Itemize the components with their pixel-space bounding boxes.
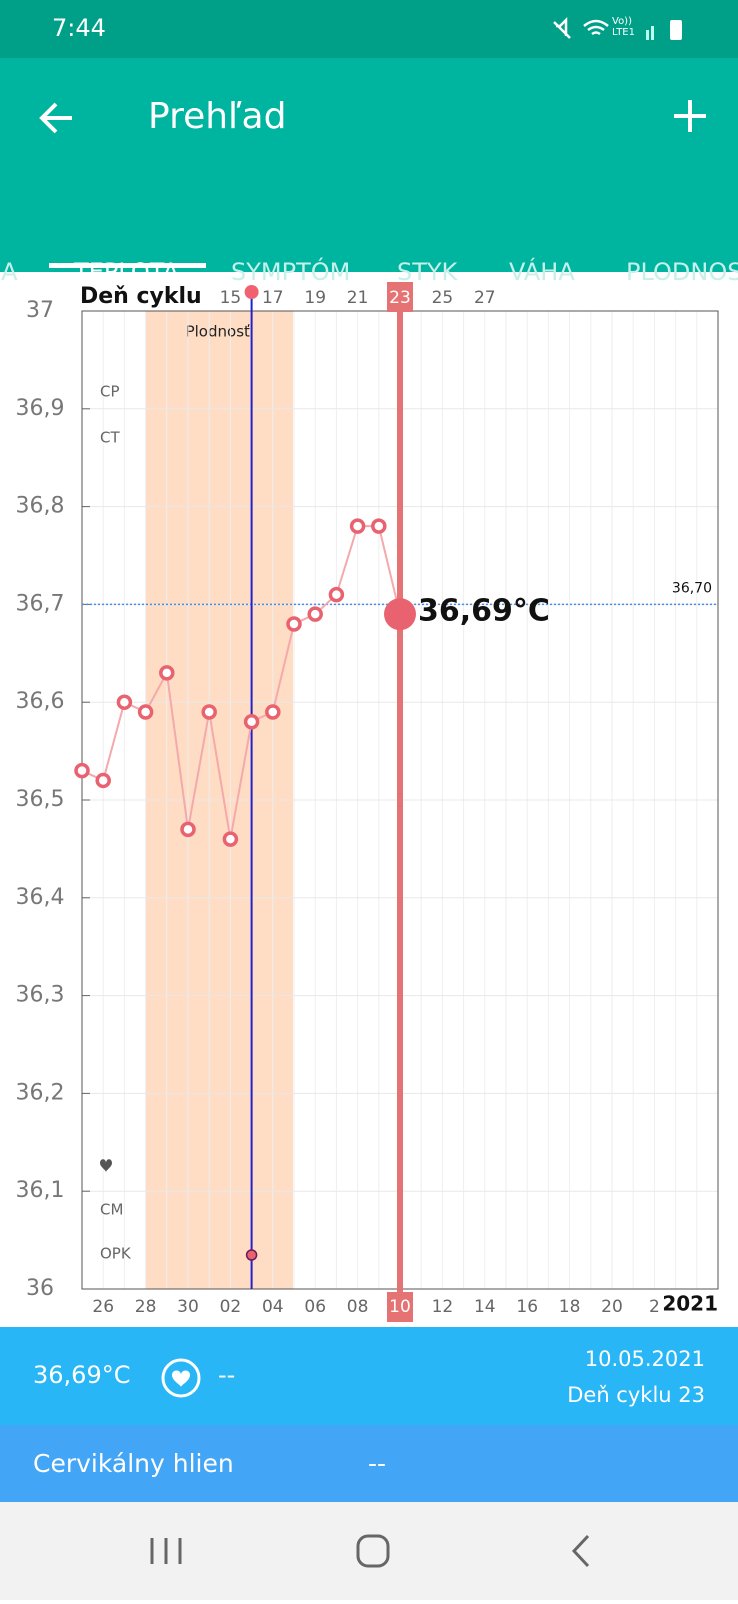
x-tick-label: 04 <box>262 1297 284 1317</box>
tab[interactable]: SYMPTÓM <box>231 258 351 286</box>
y-tick-label: 36,3 <box>16 983 65 1008</box>
temperature-point <box>137 704 154 720</box>
tab-active[interactable]: TEPLOTA <box>74 258 179 286</box>
app-bar: Prehľad IA TEPLOTA SYMPTÓM STYK VÁHA PLO… <box>0 58 738 286</box>
app-title: Prehľad <box>148 96 287 137</box>
y-tick-label: 36,9 <box>16 396 65 421</box>
y-tick-label: 36,7 <box>16 591 65 616</box>
reference-label: 36,70 <box>672 580 712 596</box>
x-tick-label: 18 <box>559 1297 581 1317</box>
temperature-point <box>116 694 133 710</box>
temperature-point <box>349 518 366 534</box>
selected-point <box>384 598 416 631</box>
y-tick-label: 36,6 <box>16 689 65 714</box>
row-label: CP <box>100 383 120 401</box>
x-tick-label: 10 <box>389 1297 411 1317</box>
back-button[interactable] <box>38 98 78 138</box>
cycle-day-label: 21 <box>347 288 369 308</box>
selected-line <box>397 282 403 1322</box>
summary-panel: 36,69°C -- 10.05.2021 Deň cyklu 23 <box>0 1327 738 1425</box>
row-label: OPK <box>100 1245 132 1263</box>
time: 7:44 <box>52 14 106 42</box>
mucus-value: -- <box>368 1449 387 1478</box>
status-icons <box>553 16 682 40</box>
cycle-day-label: 23 <box>389 288 411 308</box>
status-bar: 7:44 Vo)) LTE1 <box>0 0 738 58</box>
y-tick-label: 36,1 <box>16 1178 65 1203</box>
add-button[interactable] <box>672 98 708 134</box>
x-tick-label: 12 <box>432 1297 454 1317</box>
selected-cycle-box <box>387 282 413 312</box>
temperature-point <box>159 665 175 681</box>
plot-frame <box>81 310 719 1290</box>
heart-row-icon <box>100 1159 112 1172</box>
tab-indicator <box>49 263 206 268</box>
network: Vo)) LTE1 <box>612 16 635 38</box>
temperature-point <box>95 772 111 789</box>
mucus-label: Cervikálny hlien <box>33 1449 234 1478</box>
temperature-point <box>265 704 281 720</box>
row-label: CT <box>100 429 120 447</box>
x-tick-label: 30 <box>177 1297 199 1317</box>
y-tick-label: 36,5 <box>16 787 65 812</box>
mucus-row[interactable]: Cervikálny hlien -- <box>0 1425 738 1502</box>
cycle-day-label: 17 <box>262 288 284 308</box>
opk-marker <box>245 1249 258 1261</box>
x-tick-label: 14 <box>474 1297 496 1317</box>
tab[interactable]: PLODNOS <box>626 258 738 286</box>
y-tick-label: 36,4 <box>16 885 65 910</box>
temperature-point <box>307 606 323 622</box>
ovulation-marker <box>244 285 259 299</box>
nav-bar <box>0 1502 738 1600</box>
tab[interactable]: IA <box>0 258 18 286</box>
temperature-point <box>180 821 196 838</box>
x-tick-label: 2 <box>649 1297 660 1317</box>
y-tick-label: 37 <box>26 298 54 323</box>
temperature-line <box>81 525 401 840</box>
x-tick-label: 02 <box>220 1297 242 1317</box>
cycle-day-label: 25 <box>432 288 454 308</box>
tab[interactable]: STYK <box>397 258 458 286</box>
temperature: 36,69°C <box>33 1361 131 1389</box>
y-tick-label: 36,2 <box>16 1080 65 1105</box>
y-tick-label: 36 <box>26 1276 54 1301</box>
x-tick-label: 16 <box>516 1297 538 1317</box>
x-tick-label: 08 <box>347 1297 369 1317</box>
fertile-band <box>145 311 293 1289</box>
cycle-day-label: 27 <box>474 288 496 308</box>
x-tick-label: 06 <box>304 1297 326 1317</box>
tab[interactable]: VÁHA <box>509 258 575 286</box>
selected-value-label: 36,69°C <box>418 594 550 629</box>
y-tick-label: 36,8 <box>16 494 65 519</box>
temperature-point <box>201 704 217 720</box>
temperature-point <box>371 518 387 534</box>
temperature-point <box>243 714 260 730</box>
x-tick-label: 20 <box>601 1297 623 1317</box>
year-label: 2021 <box>662 1292 718 1316</box>
date: 10.05.2021 <box>584 1347 705 1371</box>
selected-date-box <box>387 1292 413 1322</box>
temperature-point <box>328 586 345 603</box>
temperature-point <box>222 831 239 847</box>
x-tick-label: 26 <box>92 1297 114 1317</box>
row-label: CM <box>100 1201 123 1219</box>
cycle-day-label: 15 <box>220 288 242 308</box>
x-tick-label: 28 <box>135 1297 157 1317</box>
heart-icon <box>161 1358 201 1398</box>
temperature-point <box>286 616 302 632</box>
chart-header: Deň cyklu <box>80 284 202 309</box>
nav-icons <box>150 1534 590 1568</box>
cycle-day-label: 19 <box>304 288 326 308</box>
sex-value: -- <box>218 1361 236 1389</box>
temperature-point <box>74 762 90 779</box>
fertile-label: Plodnosť <box>186 323 250 341</box>
cycle-day: Deň cyklu 23 <box>567 1383 705 1407</box>
